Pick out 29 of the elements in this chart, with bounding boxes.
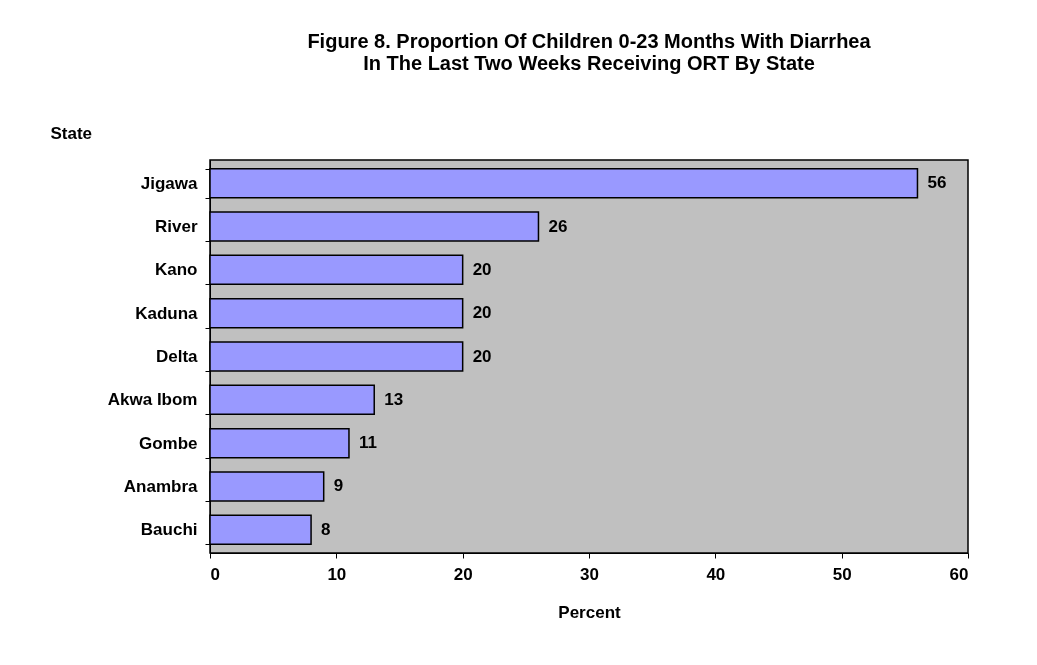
data-label: 9 bbox=[333, 476, 344, 496]
x-tick-label: 20 bbox=[453, 564, 473, 584]
x-tick-label: 10 bbox=[327, 564, 347, 584]
y-tick-label: Anambra bbox=[123, 476, 199, 496]
y-tick-label: Akwa Ibom bbox=[107, 390, 198, 410]
y-tick-label: Kaduna bbox=[135, 303, 199, 323]
y-tick-label: Bauchi bbox=[140, 520, 198, 540]
y-axis-title: State bbox=[50, 123, 93, 143]
data-label: 20 bbox=[472, 259, 492, 279]
x-tick-label: 30 bbox=[580, 564, 599, 584]
x-tick-label: 40 bbox=[706, 564, 726, 584]
y-tick-label: Jigawa bbox=[140, 173, 199, 193]
x-tick-label: 60 bbox=[949, 564, 969, 584]
text: In The Last Two Weeks Receiving ORT By State bbox=[363, 52, 815, 74]
y-tick-label: Kano bbox=[155, 260, 198, 280]
data-label: 26 bbox=[548, 216, 568, 236]
data-label: 20 bbox=[472, 346, 492, 366]
y-tick-label: Delta bbox=[155, 347, 199, 366]
y-tick-label: Gombe bbox=[138, 433, 198, 453]
x-tick-label: 50 bbox=[832, 564, 852, 584]
text: Figure 8. Proportion Of Children 0-23 Months With Diarrhea bbox=[307, 30, 871, 52]
x-tick-label: 0 bbox=[210, 564, 220, 584]
y-tick-label: River bbox=[154, 217, 198, 237]
data-label: 13 bbox=[384, 389, 404, 409]
data-label: 11 bbox=[358, 433, 377, 453]
x-axis-title: Percent bbox=[558, 602, 622, 622]
data-label: 56 bbox=[927, 173, 947, 193]
data-label: 8 bbox=[321, 519, 331, 539]
data-label: 20 bbox=[472, 303, 492, 323]
